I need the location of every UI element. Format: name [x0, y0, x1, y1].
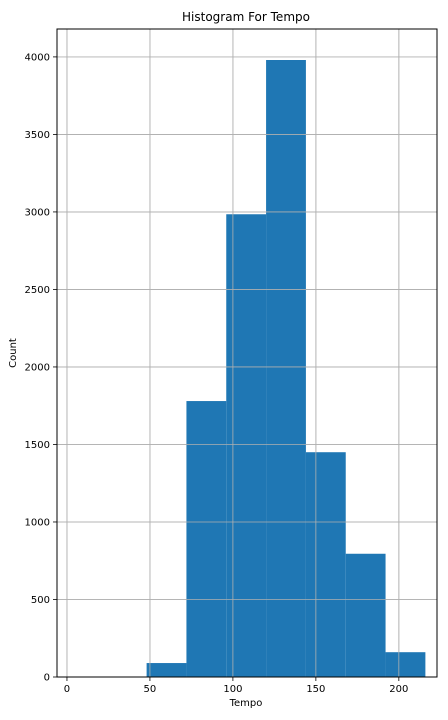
chart-title: Histogram For Tempo [182, 10, 310, 24]
x-tick-label: 0 [64, 684, 70, 695]
x-axis: 0 50 100 150 200 [64, 677, 408, 695]
y-axis: 0 500 1000 1500 2000 2500 3000 3500 4000 [25, 52, 57, 684]
x-tick-label: 50 [144, 684, 157, 695]
y-tick-label: 4000 [25, 52, 50, 63]
y-tick-label: 0 [44, 673, 50, 684]
y-axis-label: Count [8, 338, 19, 368]
x-tick-label: 100 [223, 684, 242, 695]
bars [146, 60, 426, 678]
y-tick-label: 500 [31, 595, 50, 606]
histogram-bar [345, 553, 386, 677]
y-tick-label: 2000 [25, 362, 50, 373]
histogram-bar [266, 60, 306, 678]
x-axis-label: Tempo [229, 698, 263, 709]
histogram-bar [305, 452, 346, 677]
y-tick-label: 3500 [25, 130, 50, 141]
histogram-bar [186, 401, 227, 677]
histogram-bar [385, 652, 426, 677]
plot-frame [56, 28, 438, 678]
y-tick-label: 3000 [25, 207, 50, 218]
histogram-bar [226, 214, 267, 677]
histogram-bar [146, 663, 187, 677]
x-tick-label: 150 [306, 684, 325, 695]
y-tick-label: 1000 [25, 517, 50, 528]
y-tick-label: 1500 [25, 440, 50, 451]
y-tick-label: 2500 [25, 285, 50, 296]
x-tick-label: 200 [389, 684, 408, 695]
grid-lines-front [57, 29, 437, 678]
